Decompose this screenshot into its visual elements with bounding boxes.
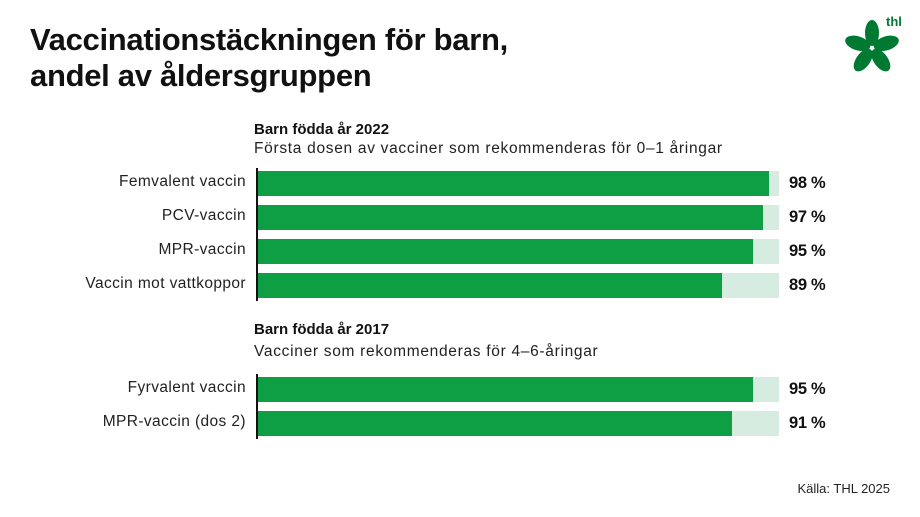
axis-line <box>256 374 258 439</box>
category-label: PCV-vaccin <box>161 207 246 224</box>
chart-title: Vaccinationstäckningen för barn, andel a… <box>30 22 508 94</box>
chart-title-line2: andel av åldersgruppen <box>30 58 372 93</box>
chart-title-line1: Vaccinationstäckningen för barn, <box>30 22 508 57</box>
bar <box>258 239 753 264</box>
logo-text: thl <box>886 14 902 29</box>
value-label: 98 % <box>789 174 826 192</box>
bar <box>258 205 763 230</box>
source-note: Källa: THL 2025 <box>797 481 890 496</box>
group-subtitle: Vacciner som rekommenderas för 4–6-åring… <box>254 343 599 360</box>
bar <box>258 273 722 298</box>
value-label: 89 % <box>789 276 826 294</box>
category-label: Femvalent vaccin <box>118 173 246 190</box>
value-label: 95 % <box>789 380 826 398</box>
category-label: Vaccin mot vattkoppor <box>85 275 246 292</box>
bar <box>258 411 732 436</box>
group-title: Barn födda år 2017 <box>254 321 390 338</box>
value-label: 97 % <box>789 208 826 226</box>
value-label: 95 % <box>789 242 826 260</box>
category-label: MPR-vaccin (dos 2) <box>102 413 246 430</box>
axis-line <box>256 168 258 301</box>
bar <box>258 171 769 196</box>
bar <box>258 377 753 402</box>
thl-logo-icon <box>845 20 899 72</box>
category-label: MPR-vaccin <box>158 241 246 258</box>
group-subtitle: Första dosen av vacciner som rekommender… <box>254 140 723 157</box>
value-label: 91 % <box>789 414 826 432</box>
group-title: Barn födda år 2022 <box>254 121 390 138</box>
category-label: Fyrvalent vaccin <box>127 379 246 396</box>
